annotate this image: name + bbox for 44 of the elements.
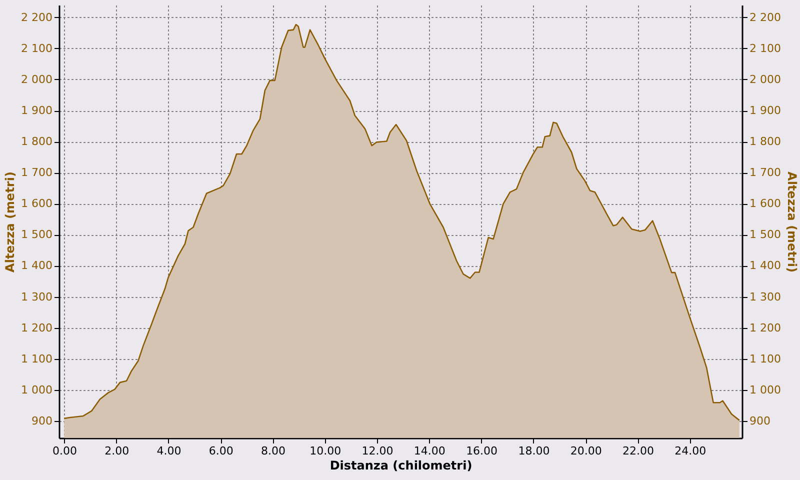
x-tick-label: 10.00 (310, 444, 342, 458)
y2-tick-label: 1 600 (750, 197, 781, 210)
y2-tick-label: 2 000 (750, 72, 781, 86)
x-axis-title: Distanza (chilometri) (330, 458, 472, 472)
y2-tick-label: 2 200 (750, 10, 781, 24)
y2-tick-label: 1 200 (750, 321, 781, 334)
y-tick-label: 900 (32, 414, 52, 428)
y2-tick-label: 1 800 (750, 135, 781, 148)
y-tick-label: 2 000 (21, 72, 52, 86)
x-tick-label: 20.00 (570, 444, 602, 458)
y-tick-label: 1 200 (21, 321, 52, 334)
y2-tick-label: 1 500 (750, 228, 781, 242)
x-tick-label: 4.00 (156, 444, 182, 458)
y-tick-label: 2 100 (21, 42, 52, 55)
y2-tick-label: 1 900 (750, 104, 781, 118)
x-tick-label: 0.00 (52, 444, 77, 458)
y-tick-label: 1 800 (21, 135, 52, 148)
y-tick-label: 1 300 (21, 290, 52, 304)
y-tick-label: 1 100 (21, 352, 52, 366)
y-tick-label: 1 000 (21, 383, 52, 396)
y2-tick-label: 1 300 (750, 290, 781, 304)
x-tick-label: 16.00 (466, 444, 498, 458)
y2-tick-label: 1 100 (750, 352, 781, 366)
y-tick-label: 1 700 (21, 166, 52, 180)
y-tick-label: 1 900 (21, 104, 52, 118)
y-tick-label: 1 500 (21, 228, 52, 242)
y2-tick-label: 1 000 (750, 383, 781, 396)
y-axis-title: Altezza (metri) (3, 172, 18, 272)
x-tick-label: 12.00 (362, 444, 394, 458)
x-tick-label: 22.00 (622, 444, 654, 458)
y-tick-label: 1 400 (21, 259, 52, 272)
y-tick-label: 2 200 (21, 10, 52, 24)
y2-tick-label: 2 100 (750, 42, 781, 55)
x-tick-label: 6.00 (208, 444, 234, 458)
y2-tick-label: 1 700 (750, 166, 781, 180)
x-tick-label: 18.00 (518, 444, 550, 458)
y2-tick-label: 900 (750, 414, 770, 428)
x-tick-label: 8.00 (261, 444, 286, 458)
y2-tick-label: 1 400 (750, 259, 781, 272)
x-tick-label: 2.00 (104, 444, 130, 458)
y2-axis-title: Altezza (metri) (784, 172, 799, 272)
y-tick-label: 1 600 (21, 197, 52, 210)
x-tick-label: 24.00 (674, 444, 706, 458)
x-tick-label: 14.00 (414, 444, 446, 458)
